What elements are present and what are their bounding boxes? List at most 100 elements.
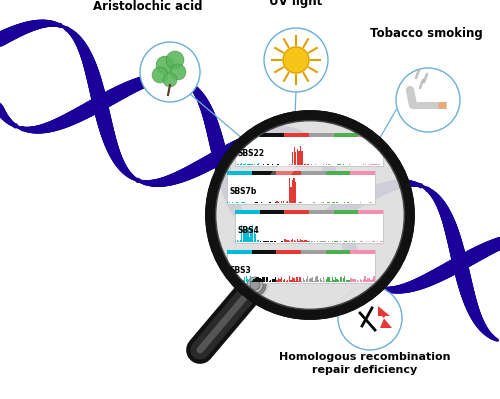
Circle shape — [160, 178, 167, 186]
Circle shape — [380, 184, 390, 193]
Circle shape — [216, 160, 228, 172]
Bar — [374, 164, 375, 165]
Bar — [275, 164, 276, 165]
Bar — [256, 277, 258, 282]
Bar — [236, 276, 238, 282]
Bar — [292, 239, 294, 242]
Bar — [352, 241, 354, 242]
Circle shape — [76, 38, 82, 45]
Bar — [296, 277, 298, 282]
Bar — [349, 280, 350, 282]
Circle shape — [224, 185, 234, 196]
Bar — [256, 240, 258, 242]
Bar — [377, 241, 378, 242]
Bar — [267, 277, 268, 282]
Circle shape — [250, 280, 260, 290]
Circle shape — [220, 172, 231, 184]
Bar — [321, 202, 322, 203]
Polygon shape — [378, 306, 392, 328]
Bar — [296, 239, 298, 242]
Circle shape — [204, 112, 214, 122]
Bar — [304, 164, 306, 165]
Text: SBS4: SBS4 — [237, 226, 259, 235]
Bar — [316, 277, 318, 282]
Circle shape — [426, 273, 436, 284]
Bar — [323, 164, 324, 165]
Bar — [244, 164, 246, 165]
Bar — [358, 133, 383, 137]
Bar — [270, 280, 272, 282]
Bar — [254, 230, 255, 242]
Circle shape — [338, 286, 402, 350]
Bar — [262, 277, 264, 282]
Circle shape — [367, 279, 372, 284]
Bar — [355, 241, 356, 242]
Bar — [334, 210, 358, 214]
Circle shape — [246, 135, 256, 146]
Bar — [235, 210, 260, 214]
Bar — [275, 277, 276, 282]
Circle shape — [136, 178, 140, 182]
Bar — [261, 202, 262, 203]
Bar — [328, 164, 329, 165]
Circle shape — [483, 328, 488, 334]
Bar — [252, 171, 276, 175]
Text: repair deficiency: repair deficiency — [312, 365, 418, 375]
Bar — [235, 210, 383, 243]
Bar — [278, 278, 279, 282]
Circle shape — [65, 113, 76, 124]
Bar — [348, 241, 349, 242]
Bar — [300, 277, 301, 282]
Circle shape — [116, 160, 124, 167]
Bar — [276, 164, 278, 165]
Bar — [370, 202, 372, 203]
Bar — [241, 202, 242, 203]
Bar — [295, 241, 296, 242]
Bar — [316, 164, 318, 165]
Bar — [241, 280, 242, 282]
Circle shape — [152, 67, 168, 83]
Bar — [370, 164, 372, 165]
Circle shape — [341, 230, 352, 241]
Circle shape — [490, 335, 494, 339]
Bar — [360, 202, 361, 203]
Bar — [295, 182, 296, 203]
Circle shape — [173, 75, 177, 79]
Bar — [312, 241, 314, 242]
Circle shape — [58, 24, 62, 28]
Bar — [266, 241, 267, 242]
Circle shape — [426, 188, 430, 192]
Bar — [334, 164, 335, 165]
Bar — [358, 281, 360, 282]
Circle shape — [459, 255, 471, 267]
Circle shape — [36, 126, 43, 132]
Bar — [235, 133, 260, 137]
Circle shape — [188, 82, 192, 86]
Bar — [323, 241, 324, 242]
Bar — [369, 278, 370, 282]
Bar — [256, 164, 258, 165]
Bar — [242, 233, 244, 242]
Bar — [364, 277, 366, 282]
Bar — [327, 202, 328, 203]
Circle shape — [288, 128, 292, 133]
Bar — [261, 279, 262, 282]
Bar — [360, 241, 361, 242]
Text: SBS7b: SBS7b — [229, 187, 256, 196]
Bar — [260, 241, 261, 242]
Bar — [246, 230, 247, 242]
Bar — [326, 279, 327, 282]
Circle shape — [278, 127, 284, 134]
Circle shape — [416, 278, 426, 288]
Bar — [332, 202, 333, 203]
Circle shape — [163, 73, 177, 87]
Bar — [244, 229, 246, 242]
Circle shape — [448, 261, 460, 273]
Bar — [326, 250, 350, 254]
Circle shape — [211, 152, 223, 164]
Bar — [335, 241, 336, 242]
Bar — [309, 133, 334, 137]
Circle shape — [0, 32, 8, 43]
Bar — [309, 241, 310, 242]
Bar — [341, 277, 342, 282]
